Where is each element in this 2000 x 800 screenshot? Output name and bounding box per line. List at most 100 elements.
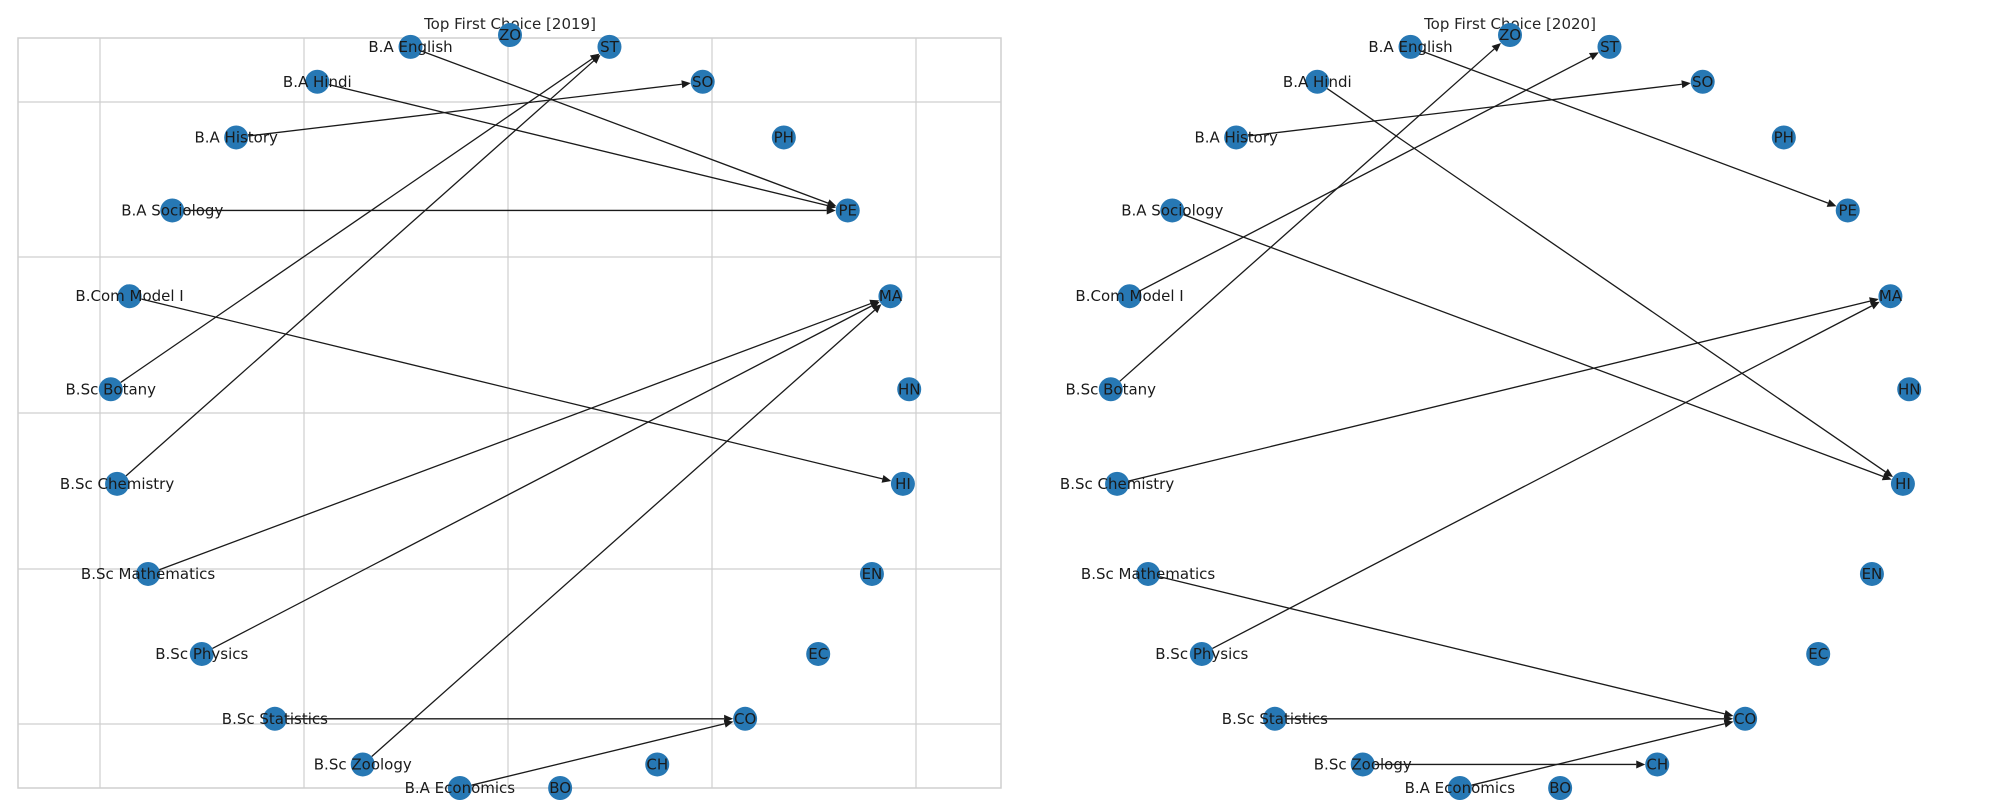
edge-b-sc-statistics-to-co: [286, 714, 734, 723]
node-marker: [224, 125, 249, 150]
node-hn-2019: HN: [897, 377, 922, 402]
node-label: PH: [1774, 128, 1794, 146]
node-bo-2020: BO: [1548, 776, 1573, 800]
node-b-a-history-2019: B.A History: [194, 125, 278, 150]
node-zo-2019: ZO: [498, 23, 522, 47]
node-marker: [1350, 752, 1375, 777]
node-marker: [1597, 34, 1622, 59]
arrowhead: [881, 474, 892, 483]
node-marker: [1262, 706, 1287, 731]
node-so-2020: SO: [1690, 69, 1715, 94]
node-b-a-english-2020: B.A English: [1368, 34, 1453, 59]
node-label: EC: [808, 645, 828, 663]
node-label: HI: [1895, 475, 1911, 493]
node-marker: [1897, 377, 1922, 402]
node-label: B.A Economics: [405, 779, 516, 797]
panel-2020: Top First Choice [2020] HNHIENECCOCHBOB.…: [1060, 15, 1922, 800]
node-marker: [1189, 641, 1214, 666]
node-marker: [1305, 69, 1330, 94]
edge-b-com-model-i-to-hi: [141, 298, 892, 483]
node-b-sc-physics-2020: B.Sc Physics: [1155, 641, 1249, 666]
node-label: B.A English: [1368, 38, 1452, 56]
node-marker: [1447, 776, 1472, 800]
node-en-2019: EN: [859, 561, 884, 586]
node-marker: [1645, 752, 1670, 777]
node-marker: [1835, 198, 1860, 223]
node-label: PE: [1838, 201, 1857, 219]
node-label: B.Sc Chemistry: [1060, 475, 1174, 493]
node-marker: [771, 125, 796, 150]
node-marker: [1498, 23, 1522, 47]
node-label: HN: [898, 380, 921, 398]
node-st-2019: ST: [597, 34, 622, 59]
node-marker: [398, 34, 423, 59]
node-marker: [1105, 471, 1130, 496]
node-marker: [548, 776, 573, 800]
node-label: ST: [600, 38, 620, 56]
node-marker: [1398, 34, 1423, 59]
node-label: B.Sc Physics: [155, 645, 248, 663]
edge-b-a-economics-to-co: [1471, 719, 1734, 786]
node-label: EC: [1808, 645, 1828, 663]
edge-b-a-economics-to-co: [471, 719, 734, 786]
node-st-2020: ST: [1597, 34, 1622, 59]
node-label: EN: [1862, 565, 1883, 583]
node-marker: [136, 561, 161, 586]
node-marker: [897, 377, 922, 402]
node-label: PE: [838, 201, 857, 219]
node-ch-2020: CH: [1645, 752, 1670, 777]
node-marker: [859, 561, 884, 586]
node-marker: [645, 752, 670, 777]
node-b-a-history-2020: B.A History: [1194, 125, 1278, 150]
node-marker: [98, 377, 123, 402]
node-b-a-economics-2019: B.A Economics: [405, 776, 516, 800]
node-label: EN: [862, 565, 883, 583]
node-ec-2019: EC: [806, 641, 831, 666]
node-label: BO: [1549, 779, 1571, 797]
edges-2020: [1119, 42, 1894, 786]
edge-b-a-history-to-so: [248, 80, 691, 137]
node-label: B.A Sociology: [121, 201, 223, 219]
arrowhead: [1588, 52, 1599, 61]
node-marker: [305, 69, 330, 94]
node-marker: [498, 23, 522, 47]
node-marker: [1117, 284, 1142, 309]
node-ph-2020: PH: [1771, 125, 1796, 150]
arrowhead: [1826, 199, 1837, 207]
node-b-a-sociology-2019: B.A Sociology: [121, 198, 223, 223]
node-label: B.Sc Chemistry: [60, 475, 174, 493]
node-label: HI: [895, 475, 911, 493]
arrowhead: [1881, 472, 1892, 481]
node-hn-2020: HN: [1897, 377, 1922, 402]
node-label: ST: [1600, 38, 1620, 56]
arrowhead: [681, 80, 691, 89]
edge-b-sc-chemistry-to-ma: [1128, 297, 1879, 482]
node-b-sc-physics-2019: B.Sc Physics: [155, 641, 249, 666]
edge-b-a-hindi-to-hi: [1326, 88, 1894, 478]
arrowhead: [1491, 42, 1502, 52]
node-bo-2019: BO: [548, 776, 573, 800]
node-marker: [1160, 198, 1185, 223]
node-b-sc-statistics-2020: B.Sc Statistics: [1222, 706, 1328, 731]
node-b-sc-mathematics-2020: B.Sc Mathematics: [1081, 561, 1215, 586]
node-marker: [1733, 706, 1758, 731]
edge-b-com-model-i-to-st: [1139, 52, 1599, 292]
node-label: B.Com Model I: [1075, 287, 1183, 305]
nodes-2020: HN HI EN EC CO CH BO B.A Economics B.Sc Zoology B…: [1060, 23, 1922, 800]
node-label: B.Sc Statistics: [222, 710, 328, 728]
node-b-sc-zoology-2020: B.Sc Zoology: [1314, 752, 1412, 777]
node-co-2020: CO: [1733, 706, 1758, 731]
node-label: CO: [1734, 710, 1756, 728]
grid-2019: [17, 37, 1002, 789]
node-b-sc-botany-2019: B.Sc Botany: [66, 377, 156, 402]
node-marker: [447, 776, 472, 800]
node-marker: [1690, 69, 1715, 94]
arrowhead: [1869, 301, 1880, 310]
node-label: PH: [774, 128, 794, 146]
edge-b-sc-zoology-to-ma: [371, 304, 882, 757]
node-label: B.A Sociology: [1121, 201, 1223, 219]
node-b-sc-botany-2020: B.Sc Botany: [1066, 377, 1156, 402]
node-label: B.A History: [194, 128, 278, 146]
node-b-a-english-2019: B.A English: [368, 34, 453, 59]
